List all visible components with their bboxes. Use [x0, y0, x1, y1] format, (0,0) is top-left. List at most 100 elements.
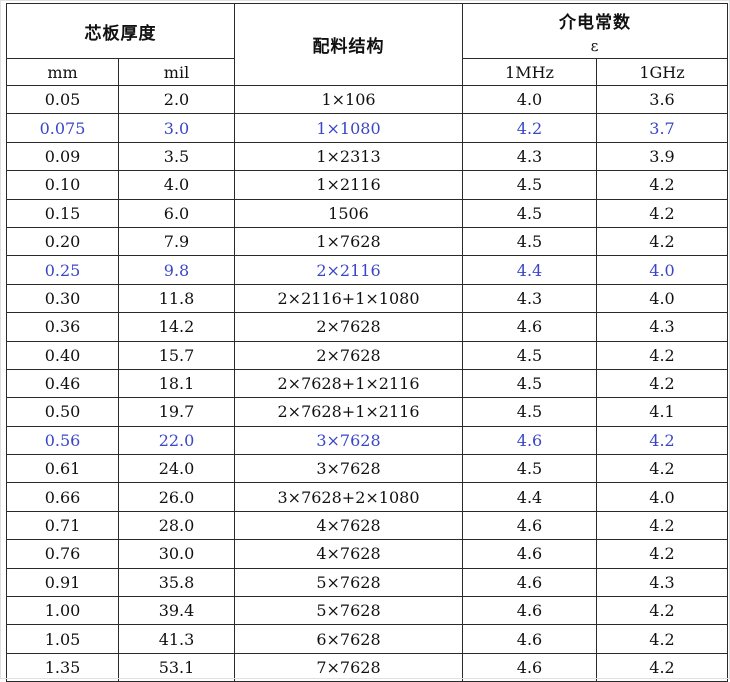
header-dielectric: 介电常数 ε [462, 3, 728, 59]
cell-structure: 1×2116 [234, 170, 463, 200]
cell-mil: 9.8 [118, 255, 235, 285]
table-row: 0.10 4.0 1×2116 4.5 4.2 [6, 170, 728, 200]
cell-mil: 15.7 [118, 340, 235, 370]
cell-1ghz: 4.2 [596, 510, 728, 541]
cell-mm: 0.56 [6, 425, 119, 456]
cell-1ghz: 4.2 [596, 596, 728, 626]
cell-mil: 19.7 [118, 397, 235, 427]
cell-structure: 3×7628 [234, 454, 463, 484]
cell-structure: 1506 [234, 198, 463, 228]
cell-mil: 30.0 [118, 539, 235, 569]
cell-mm: 0.09 [6, 141, 119, 172]
cell-mil: 53.1 [118, 652, 235, 682]
cell-1ghz: 4.3 [596, 567, 728, 598]
cell-1mhz: 4.5 [462, 340, 597, 370]
cell-1ghz: 4.2 [596, 624, 728, 654]
cell-1ghz: 4.3 [596, 312, 728, 342]
table-row: 1.35 53.1 7×7628 4.6 4.2 [6, 652, 728, 682]
cell-structure: 2×2116+1×1080 [234, 283, 463, 314]
cell-structure: 1×106 [234, 84, 463, 115]
table-row: 1.05 41.3 6×7628 4.6 4.2 [6, 624, 728, 654]
cell-mm: 0.05 [6, 84, 119, 115]
cell-structure: 5×7628 [234, 567, 463, 598]
table-body: 0.05 2.0 1×106 4.0 3.6 0.075 3.0 1×1080 4.2 3.7 0.… [6, 84, 728, 682]
cell-1ghz: 4.0 [596, 283, 728, 314]
cell-mil: 3.0 [118, 113, 235, 143]
cell-structure: 2×7628+1×2116 [234, 397, 463, 427]
cell-1mhz: 4.4 [462, 255, 597, 285]
cell-1ghz: 4.2 [596, 454, 728, 484]
cell-mil: 35.8 [118, 567, 235, 598]
cell-mm: 1.00 [6, 596, 119, 626]
cell-1mhz: 4.3 [462, 283, 597, 314]
cell-mil: 4.0 [118, 170, 235, 200]
header-structure: 配料结构 [234, 3, 463, 86]
cell-mil: 26.0 [118, 482, 235, 512]
cell-mm: 0.76 [6, 539, 119, 569]
cell-1mhz: 4.4 [462, 482, 597, 512]
cell-structure: 6×7628 [234, 624, 463, 654]
cell-1ghz: 4.2 [596, 198, 728, 228]
cell-1ghz: 4.2 [596, 340, 728, 370]
cell-mm: 0.075 [6, 113, 119, 143]
cell-mm: 0.36 [6, 312, 119, 342]
cell-structure: 2×7628 [234, 340, 463, 370]
cell-mil: 11.8 [118, 283, 235, 314]
cell-1mhz: 4.6 [462, 425, 597, 456]
cell-structure: 4×7628 [234, 539, 463, 569]
cell-1mhz: 4.6 [462, 539, 597, 569]
table-row: 0.61 24.0 3×7628 4.5 4.2 [6, 454, 728, 484]
cell-structure: 4×7628 [234, 510, 463, 541]
cell-mil: 39.4 [118, 596, 235, 626]
table-row: 0.66 26.0 3×7628+2×1080 4.4 4.0 [6, 482, 728, 512]
cell-structure: 5×7628 [234, 596, 463, 626]
table-row: 0.46 18.1 2×7628+1×2116 4.5 4.2 [6, 368, 728, 399]
cell-mm: 0.15 [6, 198, 119, 228]
cell-structure: 2×7628+1×2116 [234, 368, 463, 399]
cell-1mhz: 4.5 [462, 170, 597, 200]
cell-1ghz: 4.2 [596, 425, 728, 456]
cell-1mhz: 4.2 [462, 113, 597, 143]
cell-1mhz: 4.5 [462, 454, 597, 484]
cell-mm: 0.20 [6, 226, 119, 257]
cell-structure: 7×7628 [234, 652, 463, 682]
cell-1mhz: 4.3 [462, 141, 597, 172]
cell-1ghz: 4.2 [596, 652, 728, 682]
cell-mm: 0.46 [6, 368, 119, 399]
cell-1mhz: 4.5 [462, 397, 597, 427]
cell-mm: 1.05 [6, 624, 119, 654]
cell-mil: 7.9 [118, 226, 235, 257]
cell-mm: 0.10 [6, 170, 119, 200]
cell-mil: 22.0 [118, 425, 235, 456]
cell-mil: 28.0 [118, 510, 235, 541]
cell-structure: 2×7628 [234, 312, 463, 342]
cell-mil: 14.2 [118, 312, 235, 342]
cell-1ghz: 3.9 [596, 141, 728, 172]
cell-mm: 0.50 [6, 397, 119, 427]
cell-structure: 1×7628 [234, 226, 463, 257]
cell-1ghz: 4.1 [596, 397, 728, 427]
cell-structure: 1×2313 [234, 141, 463, 172]
table-row: 1.00 39.4 5×7628 4.6 4.2 [6, 596, 728, 626]
table-row: 0.30 11.8 2×2116+1×1080 4.3 4.0 [6, 283, 728, 314]
cell-1ghz: 4.0 [596, 255, 728, 285]
cell-mil: 6.0 [118, 198, 235, 228]
header-mil: mil [118, 58, 235, 86]
cell-1ghz: 4.2 [596, 170, 728, 200]
cell-mm: 1.35 [6, 652, 119, 682]
cell-structure: 1×1080 [234, 113, 463, 143]
cell-mm: 0.40 [6, 340, 119, 370]
cell-1ghz: 4.2 [596, 539, 728, 569]
cell-mil: 2.0 [118, 84, 235, 115]
header-1mhz: 1MHz [462, 58, 597, 86]
header-epsilon: ε [590, 36, 600, 55]
cell-mm: 0.30 [6, 283, 119, 314]
cell-1mhz: 4.6 [462, 510, 597, 541]
cell-1mhz: 4.6 [462, 624, 597, 654]
cell-1mhz: 4.6 [462, 596, 597, 626]
table-row: 0.76 30.0 4×7628 4.6 4.2 [6, 539, 728, 569]
table-row: 0.20 7.9 1×7628 4.5 4.2 [6, 226, 728, 257]
cell-structure: 3×7628+2×1080 [234, 482, 463, 512]
cell-1ghz: 4.0 [596, 482, 728, 512]
header-mm: mm [6, 58, 119, 86]
